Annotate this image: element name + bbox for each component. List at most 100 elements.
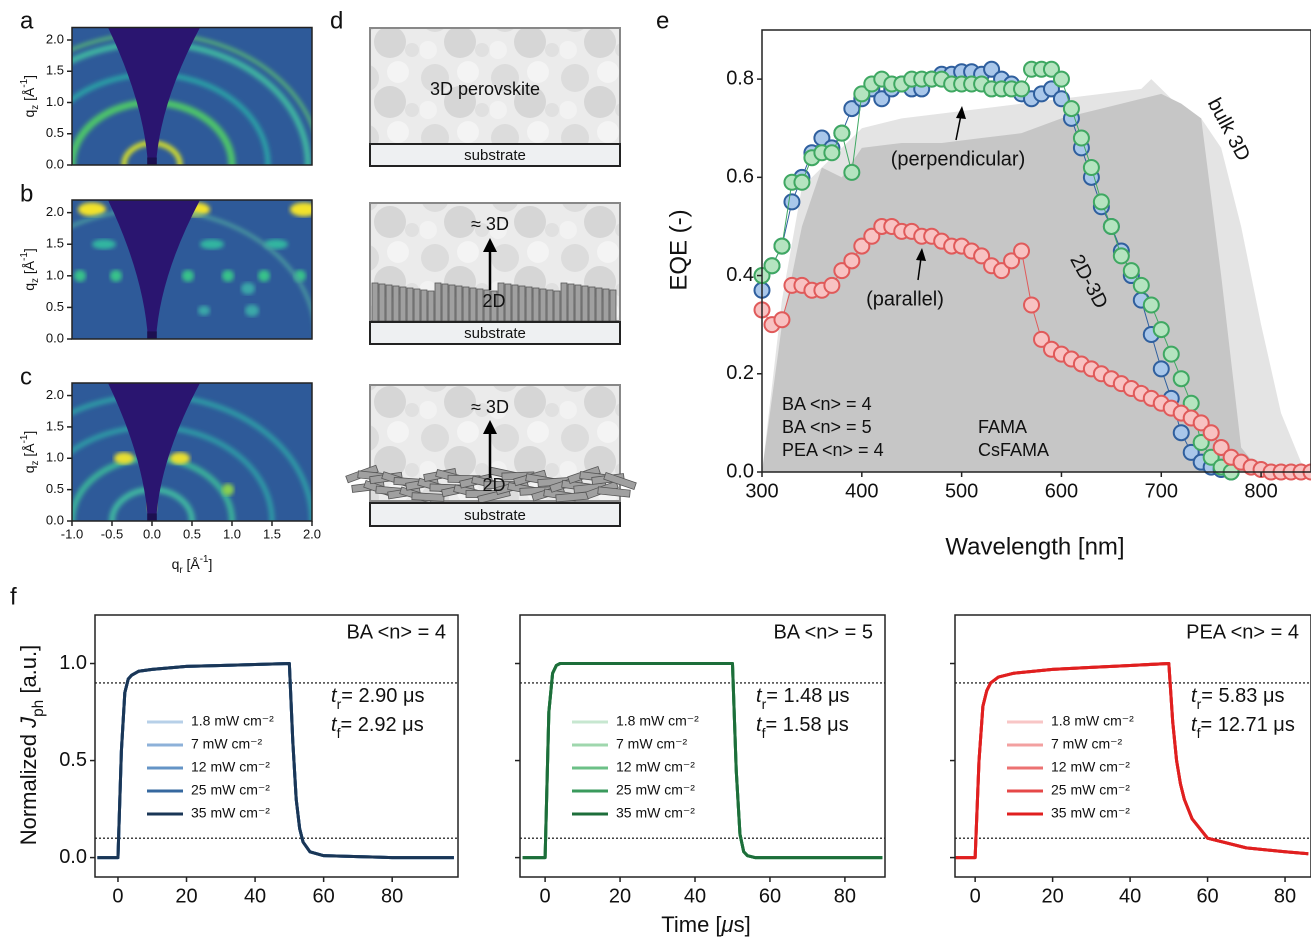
slab: [539, 288, 547, 322]
legend-label: 12 mW cm⁻²: [1051, 759, 1130, 775]
slab: [441, 283, 449, 322]
x-tick-label: -0.5: [101, 526, 123, 541]
x-tick-label: 60: [313, 885, 335, 907]
slab: [399, 286, 407, 322]
label-part: ph: [30, 700, 47, 717]
plot-area: [95, 662, 458, 860]
detector-image: [72, 383, 312, 521]
arrow-head: [483, 420, 497, 434]
marker: [1003, 252, 1021, 270]
bragg-spot: [222, 269, 234, 282]
frame: [71, 199, 313, 340]
marker: [1132, 276, 1150, 294]
panel-label: d: [330, 7, 343, 34]
marker: [1152, 321, 1170, 339]
label-part: = 1.48 μs: [766, 685, 849, 707]
time-constant: tf= 12.71 μs: [1191, 714, 1295, 740]
label-part: f: [337, 725, 341, 741]
beam-stop: [147, 513, 157, 521]
y-tick-label: 0.4: [726, 264, 754, 286]
x-tick-label: 40: [244, 885, 266, 907]
label-part: f: [1197, 725, 1201, 741]
y-tick-label: 0.0: [46, 330, 64, 345]
frame: [519, 614, 886, 878]
marker: [1202, 424, 1220, 442]
x-tick-label: 400: [845, 480, 878, 502]
marker: [773, 237, 791, 255]
label-part: = 2.92 μs: [340, 714, 423, 736]
label-part: f: [762, 725, 766, 741]
x-tick-label: 0: [112, 885, 123, 907]
slab: [420, 289, 428, 322]
x-tick-label: 20: [609, 885, 631, 907]
marker: [823, 144, 841, 162]
bragg-spot: [74, 269, 86, 282]
marker: [1032, 330, 1050, 348]
perovskite-layer: [369, 27, 621, 145]
slab: [609, 289, 617, 322]
y-axis-label: EQE (-): [665, 209, 692, 290]
x-tick-label: 60: [759, 885, 781, 907]
legend-label: 35 mW cm⁻²: [1051, 805, 1130, 821]
substrate-label: substrate: [464, 507, 526, 524]
marker: [853, 85, 871, 103]
label-part: t: [331, 714, 338, 736]
marker: [823, 276, 841, 294]
slab: [406, 287, 414, 322]
bragg-spot: [200, 239, 224, 250]
legend-label: 7 mW cm⁻²: [191, 736, 262, 752]
frame: [761, 29, 1311, 473]
bragg-spot: [222, 483, 234, 496]
bragg-spot: [258, 269, 270, 282]
y-tick-label: 0.8: [726, 67, 754, 89]
y-tick-label: 0.2: [726, 362, 754, 384]
marker: [853, 237, 871, 255]
x-tick-label: 1.5: [263, 526, 281, 541]
label-part: z: [30, 278, 41, 283]
substrate: [369, 321, 621, 345]
slab: [427, 290, 435, 322]
y-tick-label: 2.0: [46, 387, 64, 402]
y-tick-label: 1.0: [59, 652, 87, 674]
legend-label: FAMA: [978, 417, 1027, 437]
label-part: t: [331, 685, 338, 707]
layer-label: ≈ 3D: [471, 397, 509, 417]
legend-label: 35 mW cm⁻²: [191, 805, 270, 821]
x-tick-label: 700: [1145, 480, 1178, 502]
chart: qz [Å-1] 0.0 0.5 1.0 1.5 2.0 b: [19, 180, 313, 345]
marker: [1052, 70, 1070, 88]
y-tick-label: 1.0: [46, 267, 64, 282]
2d-slabs: [371, 282, 617, 322]
label-part: -1: [19, 79, 30, 88]
label-part: Time [: [661, 912, 721, 937]
x-tick-label: 40: [684, 885, 706, 907]
bragg-spot: [198, 305, 210, 316]
substrate: [369, 143, 621, 167]
arrow-head: [916, 248, 926, 261]
frame: [94, 614, 459, 878]
y-tick-label: 1.0: [46, 94, 64, 109]
label-part: ]: [21, 248, 37, 252]
label-part: t: [1191, 714, 1198, 736]
y-tick-label: 1.5: [46, 418, 64, 433]
x-tick-label: 0.0: [143, 526, 161, 541]
label-part: q: [172, 556, 180, 572]
x-tick-label: 20: [175, 885, 197, 907]
marker: [1122, 262, 1140, 280]
label-part: t: [756, 685, 763, 707]
slab: [434, 282, 442, 322]
label-part: ]: [209, 556, 213, 572]
x-axis-label: Wavelength [nm]: [945, 533, 1124, 560]
slab: [518, 285, 526, 322]
arrow-head: [483, 238, 497, 252]
y-axis-label: Normalized Jph [a.u.]: [16, 645, 47, 846]
slab: [378, 283, 386, 322]
slab: [385, 284, 393, 322]
y-tick-label: 1.5: [46, 236, 64, 251]
y-tick-label: 0.5: [46, 299, 64, 314]
x-tick-label: 80: [1274, 885, 1296, 907]
y-axis-label: qz [Å-1]: [19, 431, 41, 473]
marker: [1182, 443, 1200, 461]
marker: [1042, 60, 1060, 78]
line: [955, 662, 1309, 860]
